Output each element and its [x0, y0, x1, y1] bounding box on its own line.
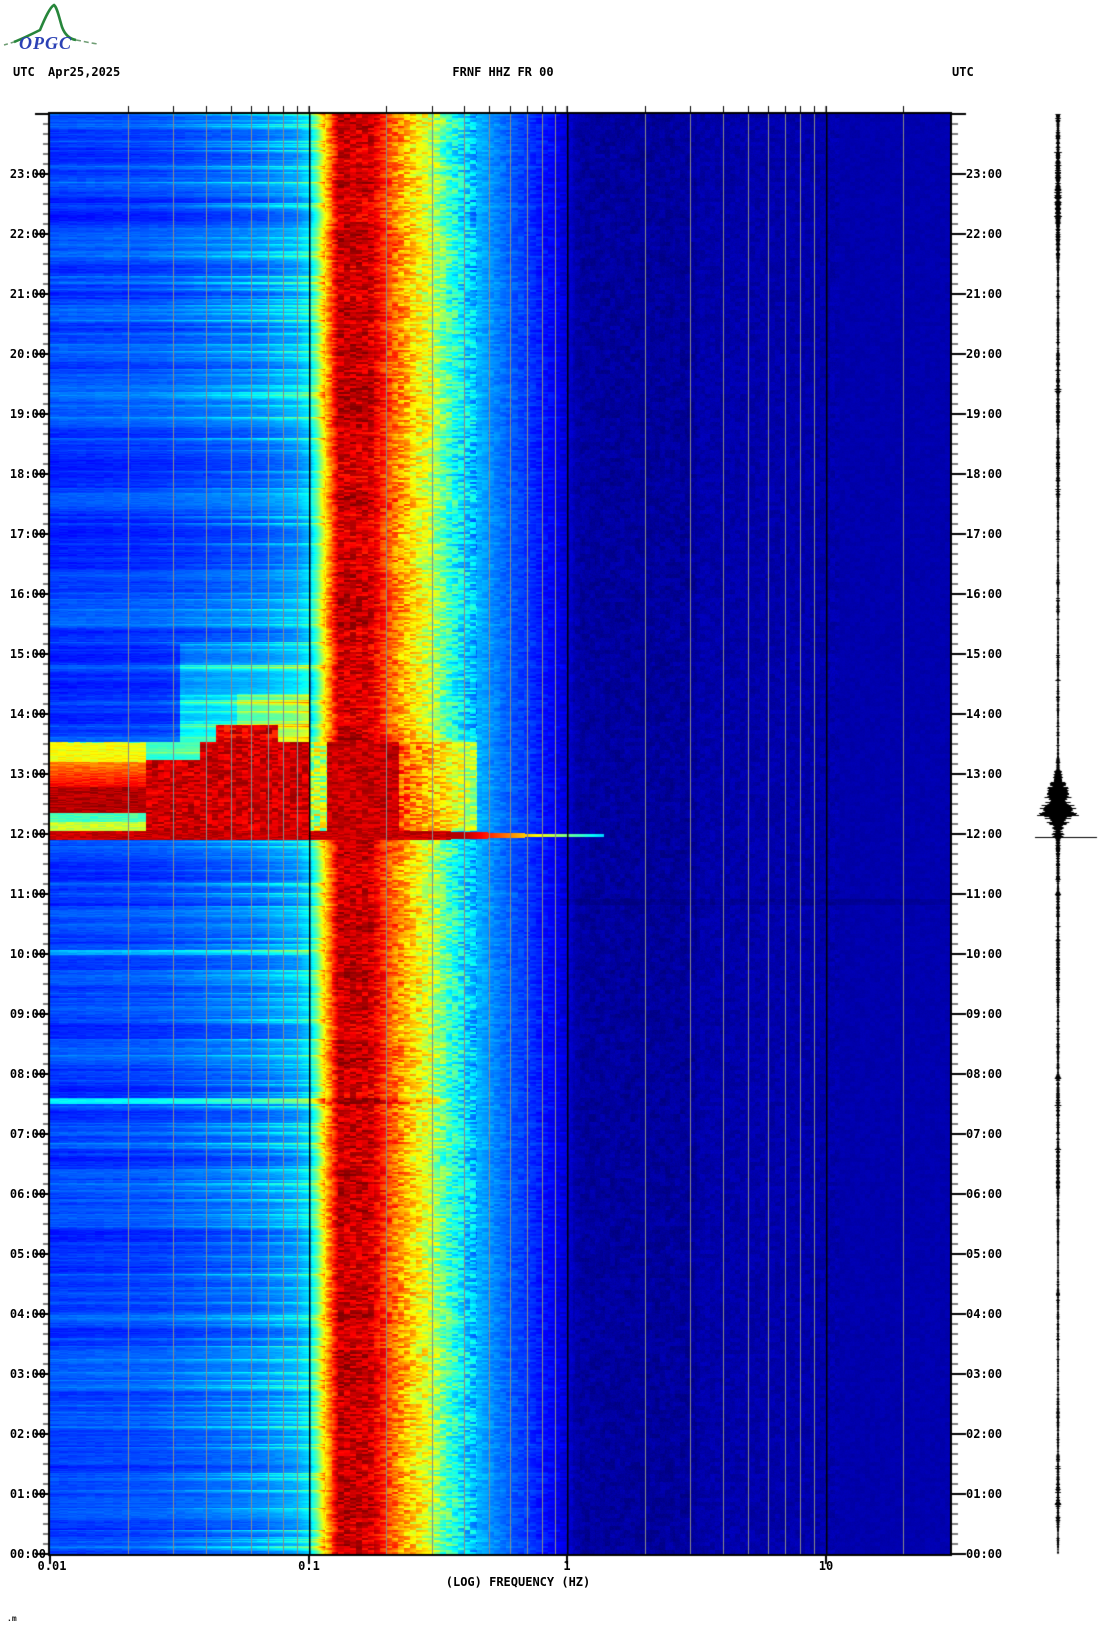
hour-label-right: 02:00 [966, 1427, 1003, 1441]
footer-mark: .m [7, 1614, 17, 1623]
opgc-logo: OPGC [3, 3, 99, 53]
hour-label-left: 08:00 [9, 1067, 46, 1081]
x-tick-label-01: 0.1 [298, 1559, 320, 1573]
hour-label-left: 19:00 [9, 407, 46, 421]
hour-label-right: 08:00 [966, 1067, 1003, 1081]
x-axis-title: (LOG) FREQUENCY (HZ) [445, 1575, 591, 1589]
hour-label-right: 18:00 [966, 467, 1003, 481]
hour-label-right: 03:00 [966, 1367, 1003, 1381]
hour-label-left: 02:00 [9, 1427, 46, 1441]
hour-label-right: 06:00 [966, 1187, 1003, 1201]
hour-label-right: 00:00 [966, 1547, 1003, 1561]
logo-dash-right [75, 39, 99, 45]
hour-label-right: 10:00 [966, 947, 1003, 961]
hour-label-left: 05:00 [9, 1247, 46, 1261]
hour-label-right: 16:00 [966, 587, 1003, 601]
hour-label-right: 01:00 [966, 1487, 1003, 1501]
hour-label-right: 09:00 [966, 1007, 1003, 1021]
hour-label-left: 10:00 [9, 947, 46, 961]
hour-label-right: 12:00 [966, 827, 1003, 841]
hour-label-right: 11:00 [966, 887, 1003, 901]
hour-label-left: 16:00 [9, 587, 46, 601]
hour-label-left: 17:00 [9, 527, 46, 541]
hour-label-left: 03:00 [9, 1367, 46, 1381]
hour-label-left: 09:00 [9, 1007, 46, 1021]
hour-label-right: 04:00 [966, 1307, 1003, 1321]
hour-label-right: 15:00 [966, 647, 1003, 661]
hour-label-right: 05:00 [966, 1247, 1003, 1261]
hour-label-left: 21:00 [9, 287, 46, 301]
logo-dash-left [3, 41, 15, 46]
hour-label-right: 07:00 [966, 1127, 1003, 1141]
hour-label-left: 23:00 [9, 167, 46, 181]
hour-label-right: 14:00 [966, 707, 1003, 721]
hour-label-left: 04:00 [9, 1307, 46, 1321]
utc-label-right: UTC [952, 65, 974, 79]
hour-label-left: 15:00 [9, 647, 46, 661]
hour-label-left: 22:00 [9, 227, 46, 241]
logo-mountain-curve [13, 3, 77, 44]
hour-label-left: 11:00 [9, 887, 46, 901]
hour-label-left: 07:00 [9, 1127, 46, 1141]
x-tick-label-10: 10 [818, 1559, 834, 1573]
hour-label-right: 17:00 [966, 527, 1003, 541]
utc-label-left: UTC [13, 65, 35, 79]
hour-label-right: 22:00 [966, 227, 1003, 241]
x-tick-label-1: 1 [563, 1559, 571, 1573]
x-tick-label-001: 0.01 [37, 1559, 67, 1573]
hour-label-right: 13:00 [966, 767, 1003, 781]
hour-label-left: 18:00 [9, 467, 46, 481]
hour-label-left: 06:00 [9, 1187, 46, 1201]
hour-label-left: 00:00 [9, 1547, 46, 1561]
station-title: FRNF HHZ FR 00 [452, 65, 554, 79]
hour-label-left: 01:00 [9, 1487, 46, 1501]
hour-label-right: 21:00 [966, 287, 1003, 301]
hour-label-left: 13:00 [9, 767, 46, 781]
hour-label-right: 20:00 [966, 347, 1003, 361]
hour-label-left: 20:00 [9, 347, 46, 361]
hour-label-right: 23:00 [966, 167, 1003, 181]
hour-label-left: 12:00 [9, 827, 46, 841]
date-label: Apr25,2025 [48, 65, 121, 79]
hour-label-right: 19:00 [966, 407, 1003, 421]
hour-label-left: 14:00 [9, 707, 46, 721]
logo-text: OPGC [19, 33, 72, 53]
